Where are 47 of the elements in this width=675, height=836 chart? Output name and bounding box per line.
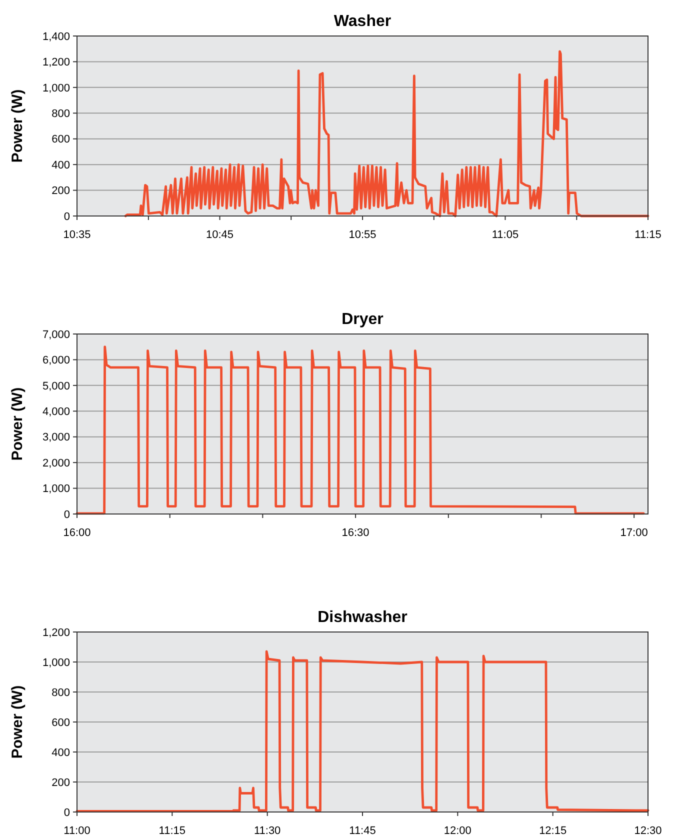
line-series <box>76 346 645 515</box>
x-tick-label: 16:30 <box>342 527 370 539</box>
line-series <box>124 50 650 218</box>
x-tick-label: 12:15 <box>539 825 567 836</box>
y-tick-label: 3,000 <box>42 432 70 444</box>
y-tick-label: 600 <box>52 134 70 146</box>
y-axis-title: Power (W) <box>9 685 26 759</box>
y-axis-title: Power (W) <box>9 387 26 461</box>
y-tick-label: 7,000 <box>42 328 70 341</box>
y-tick-label: 6,000 <box>42 354 70 367</box>
chart-title: Dishwasher <box>318 609 408 626</box>
x-tick-label: 11:45 <box>349 825 376 836</box>
y-tick-label: 600 <box>52 716 70 729</box>
y-axis-title: Power (W) <box>9 89 26 163</box>
y-tick-label: 2,000 <box>42 457 70 470</box>
y-tick-label: 1,000 <box>42 483 70 496</box>
x-tick-label: 12:30 <box>634 825 662 836</box>
x-tick-label: 17:00 <box>620 527 648 539</box>
y-tick-label: 200 <box>52 776 70 789</box>
y-tick-label: 1,200 <box>42 626 70 639</box>
y-tick-label: 800 <box>52 686 70 699</box>
y-tick-label: 1,200 <box>42 56 70 69</box>
y-tick-label: 1,000 <box>42 82 70 94</box>
y-tick-label: 0 <box>64 210 70 223</box>
x-tick-label: 10:35 <box>63 229 91 241</box>
chart-title: Dryer <box>342 311 384 328</box>
y-tick-label: 0 <box>64 508 70 521</box>
y-tick-label: 1,000 <box>42 656 70 669</box>
y-tick-label: 0 <box>64 806 70 819</box>
x-tick-label: 11:15 <box>634 229 662 241</box>
y-tick-label: 400 <box>52 159 70 172</box>
chart-title: Washer <box>334 13 392 30</box>
y-tick-label: 5,000 <box>42 380 70 392</box>
x-tick-label: 11:05 <box>492 229 519 241</box>
x-tick-label: 16:00 <box>63 527 91 539</box>
y-tick-label: 1,400 <box>42 30 70 43</box>
x-tick-label: 11:30 <box>254 825 281 836</box>
y-tick-label: 800 <box>52 108 70 120</box>
line-series <box>76 650 650 812</box>
x-tick-label: 11:00 <box>64 825 90 836</box>
x-tick-label: 10:55 <box>348 229 376 241</box>
x-tick-label: 12:00 <box>444 825 472 836</box>
x-tick-label: 11:15 <box>158 825 186 836</box>
x-tick-label: 10:45 <box>206 229 234 241</box>
y-tick-label: 200 <box>52 185 70 198</box>
y-tick-label: 4,000 <box>42 406 70 418</box>
y-tick-label: 400 <box>52 746 70 759</box>
